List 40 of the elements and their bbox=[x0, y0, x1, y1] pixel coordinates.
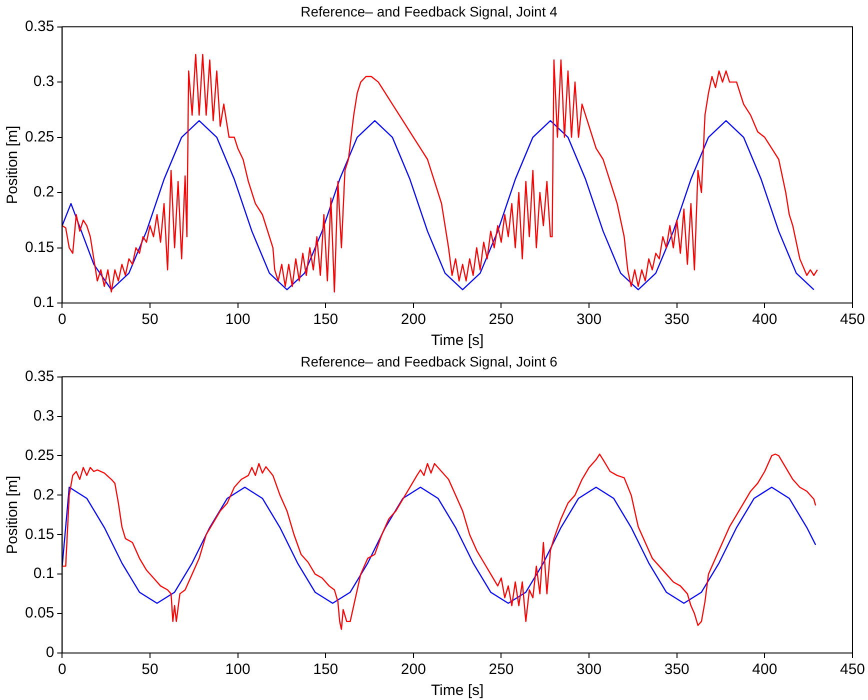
y-tick-label: 0.35 bbox=[24, 18, 54, 35]
y-tick-label: 0.15 bbox=[24, 238, 54, 256]
x-tick-label: 250 bbox=[488, 661, 514, 678]
y-tick-label: 0.3 bbox=[33, 73, 54, 90]
x-tick-label: 0 bbox=[58, 311, 66, 328]
y-tick-label: 0 bbox=[46, 644, 54, 662]
x-tick-label: 200 bbox=[400, 661, 426, 678]
x-tick-label: 450 bbox=[840, 661, 865, 678]
x-tick-label: 400 bbox=[752, 311, 778, 328]
y-tick-label: 0.1 bbox=[33, 565, 54, 582]
y-tick-label: 0.2 bbox=[33, 486, 54, 504]
x-tick-label: 350 bbox=[664, 661, 690, 678]
x-tick-label: 200 bbox=[400, 311, 426, 328]
x-tick-label: 300 bbox=[576, 311, 602, 328]
x-axis-title: Time [s] bbox=[430, 682, 484, 700]
x-tick-label: 0 bbox=[58, 661, 66, 678]
x-tick-label: 100 bbox=[225, 661, 250, 678]
y-axis-title: Position [m] bbox=[4, 476, 22, 554]
y-tick-label: 0.35 bbox=[24, 368, 54, 385]
x-tick-label: 250 bbox=[488, 311, 514, 328]
chart-title: Reference– and Feedback Signal, Joint 6 bbox=[300, 353, 558, 370]
x-tick-label: 50 bbox=[142, 661, 158, 678]
x-tick-label: 400 bbox=[752, 661, 778, 678]
x-tick-label: 450 bbox=[840, 311, 865, 328]
y-tick-label: 0.1 bbox=[33, 294, 54, 312]
y-tick-label: 0.25 bbox=[24, 128, 54, 146]
y-tick-label: 0.25 bbox=[24, 446, 54, 464]
x-tick-label: 150 bbox=[313, 311, 338, 328]
x-tick-label: 100 bbox=[225, 311, 250, 328]
y-tick-label: 0.15 bbox=[24, 526, 54, 543]
y-tick-label: 0.2 bbox=[33, 184, 54, 201]
x-tick-label: 150 bbox=[313, 661, 338, 678]
x-tick-label: 300 bbox=[576, 661, 602, 678]
y-tick-label: 0.05 bbox=[24, 604, 54, 622]
x-tick-label: 50 bbox=[142, 311, 158, 328]
x-axis-title: Time [s] bbox=[430, 332, 484, 350]
y-axis-title: Position [m] bbox=[4, 126, 22, 204]
chart-title: Reference– and Feedback Signal, Joint 4 bbox=[300, 3, 558, 20]
x-tick-label: 350 bbox=[664, 311, 690, 328]
y-tick-label: 0.3 bbox=[33, 407, 54, 424]
